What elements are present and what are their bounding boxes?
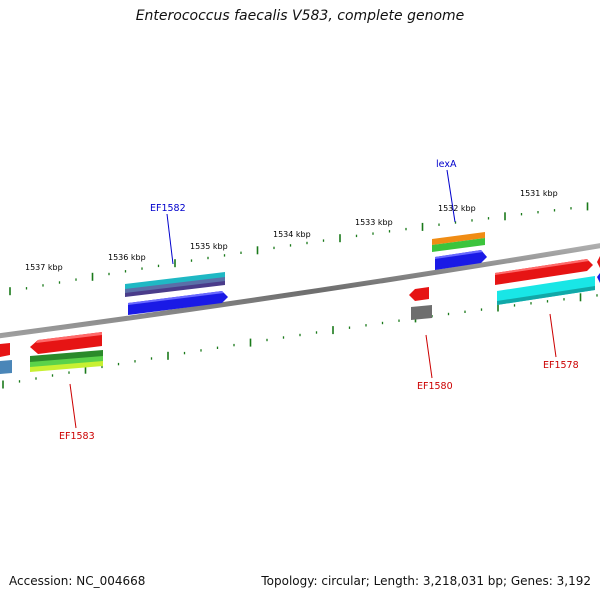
kbp-label-1536: 1536 kbp xyxy=(108,253,146,262)
gene-arrow-blue-2[interactable] xyxy=(435,250,487,270)
gene-arrow-red-ef1583[interactable] xyxy=(30,332,102,354)
leader-ef1582 xyxy=(166,213,174,265)
gene-ef1582-feature[interactable] xyxy=(125,272,225,297)
gene-arrow-red-left-edge[interactable] xyxy=(0,343,10,357)
label-ef1580[interactable]: EF1580 xyxy=(417,381,453,392)
accession-text: Accession: NC_004668 xyxy=(9,574,146,588)
gene-arrow-cyan-ef1578-shade xyxy=(497,286,595,305)
lexa-bar-green xyxy=(432,238,485,252)
gene-arrow-red-ef1578-highlight xyxy=(495,259,589,275)
gene-arrow-red-edge[interactable] xyxy=(597,256,600,268)
gene-arrow-red-ef1583-highlight xyxy=(36,332,102,343)
map-title: Enterococcus faecalis V583, complete gen… xyxy=(135,8,465,24)
gene-arrow-blue-1-highlight xyxy=(128,291,224,305)
ef1583-bar-darkgreen xyxy=(30,350,103,363)
label-ef1582[interactable]: EF1582 xyxy=(150,203,186,214)
kbp-label-1532: 1532 kbp xyxy=(438,204,476,213)
leader-ef1583 xyxy=(69,383,77,429)
ef1582-bar-slate xyxy=(125,277,225,294)
gene-arrow-red-ef1580[interactable] xyxy=(409,287,429,301)
kbp-label-1537: 1537 kbp xyxy=(25,263,63,272)
kbp-label-1533: 1533 kbp xyxy=(355,218,393,227)
label-ef1583[interactable]: EF1583 xyxy=(59,431,95,442)
genome-summary-text: Topology: circular; Length: 3,218,031 bp… xyxy=(261,574,591,588)
ef1583-bar-green xyxy=(30,356,103,368)
ef1583-bar-lime xyxy=(30,361,103,372)
leader-ef1580 xyxy=(425,334,433,379)
label-ef1578[interactable]: EF1578 xyxy=(543,360,579,371)
kbp-label-1531: 1531 kbp xyxy=(520,189,558,198)
genome-backbone xyxy=(0,243,600,339)
ef1582-bar-purple xyxy=(125,281,225,297)
ef1582-bar-teal xyxy=(125,272,225,290)
leader-lexa xyxy=(446,169,456,223)
label-lexa[interactable]: lexA xyxy=(436,159,457,170)
gene-arrow-blue-1[interactable] xyxy=(128,291,228,315)
gene-arrow-red-ef1578[interactable] xyxy=(495,259,593,285)
leader-ef1578 xyxy=(549,313,557,358)
gene-arrow-grey-ef1580[interactable] xyxy=(411,305,432,320)
gene-lexa-feature[interactable] xyxy=(432,232,485,252)
lexa-bar-orange xyxy=(432,232,485,245)
kbp-ticks-upper xyxy=(9,202,589,296)
kbp-label-1534: 1534 kbp xyxy=(273,230,311,239)
gene-arrow-blue-edge[interactable] xyxy=(597,273,600,283)
kbp-label-1535: 1535 kbp xyxy=(190,242,228,251)
gene-block-steelblue-left-edge[interactable] xyxy=(0,360,12,374)
gene-arrow-blue-2-highlight xyxy=(435,250,483,259)
